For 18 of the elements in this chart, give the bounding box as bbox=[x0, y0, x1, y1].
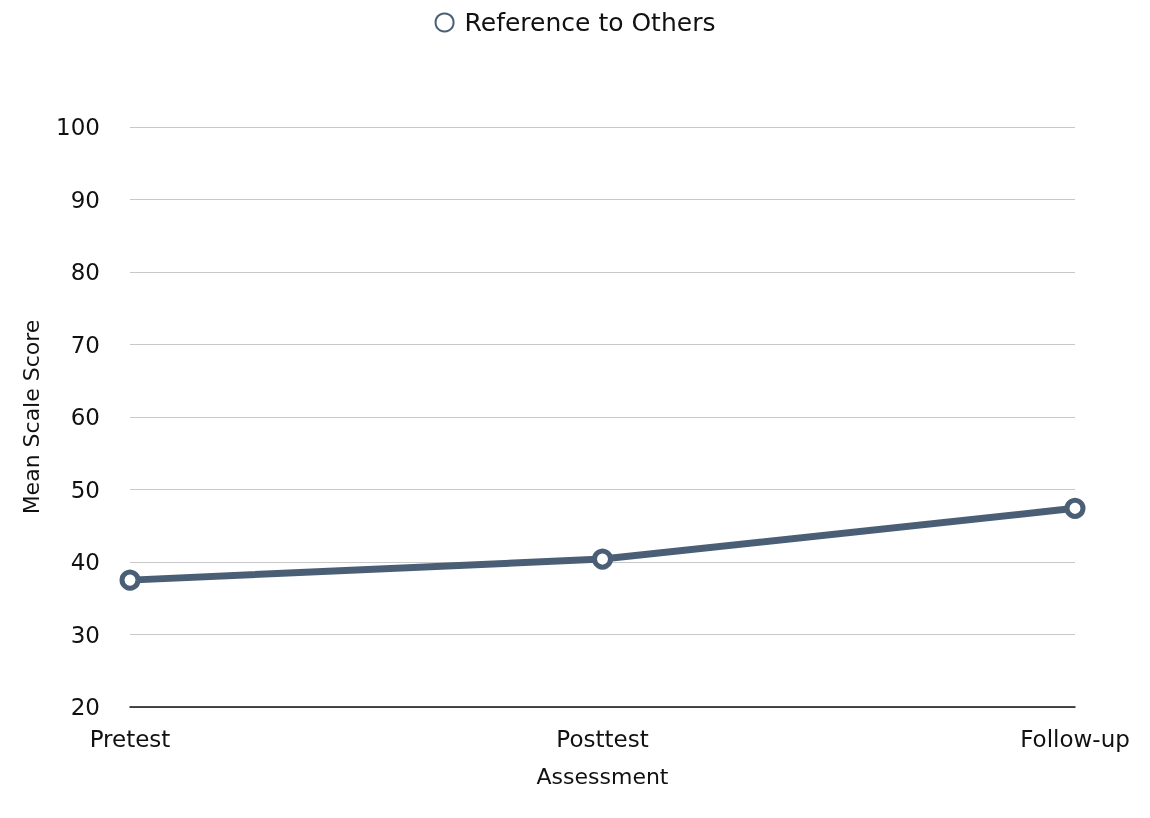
legend-label: Reference to Others bbox=[464, 8, 716, 37]
y-tick-label: 40 bbox=[70, 549, 100, 575]
point bbox=[1064, 497, 1086, 519]
y-axis-title: Mean Scale Score bbox=[18, 319, 44, 515]
x-tick-label: Posttest bbox=[556, 725, 649, 752]
y-tick-label: 20 bbox=[70, 694, 100, 720]
x-tick-label: Follow-up bbox=[1020, 725, 1130, 752]
point bbox=[119, 569, 141, 591]
y-tick-label: 80 bbox=[70, 259, 100, 285]
y-tick-label: 100 bbox=[56, 114, 100, 140]
x-axis-title: Assessment bbox=[536, 763, 669, 789]
point bbox=[592, 548, 613, 570]
y-tick-label: 50 bbox=[70, 476, 100, 503]
y-tick-label: 90 bbox=[70, 186, 100, 213]
y-tick-label: 70 bbox=[70, 331, 100, 358]
x-tick-label: Pretest bbox=[89, 725, 171, 752]
y-tick-label: 30 bbox=[70, 621, 100, 648]
y-tick-label: 60 bbox=[70, 404, 100, 430]
